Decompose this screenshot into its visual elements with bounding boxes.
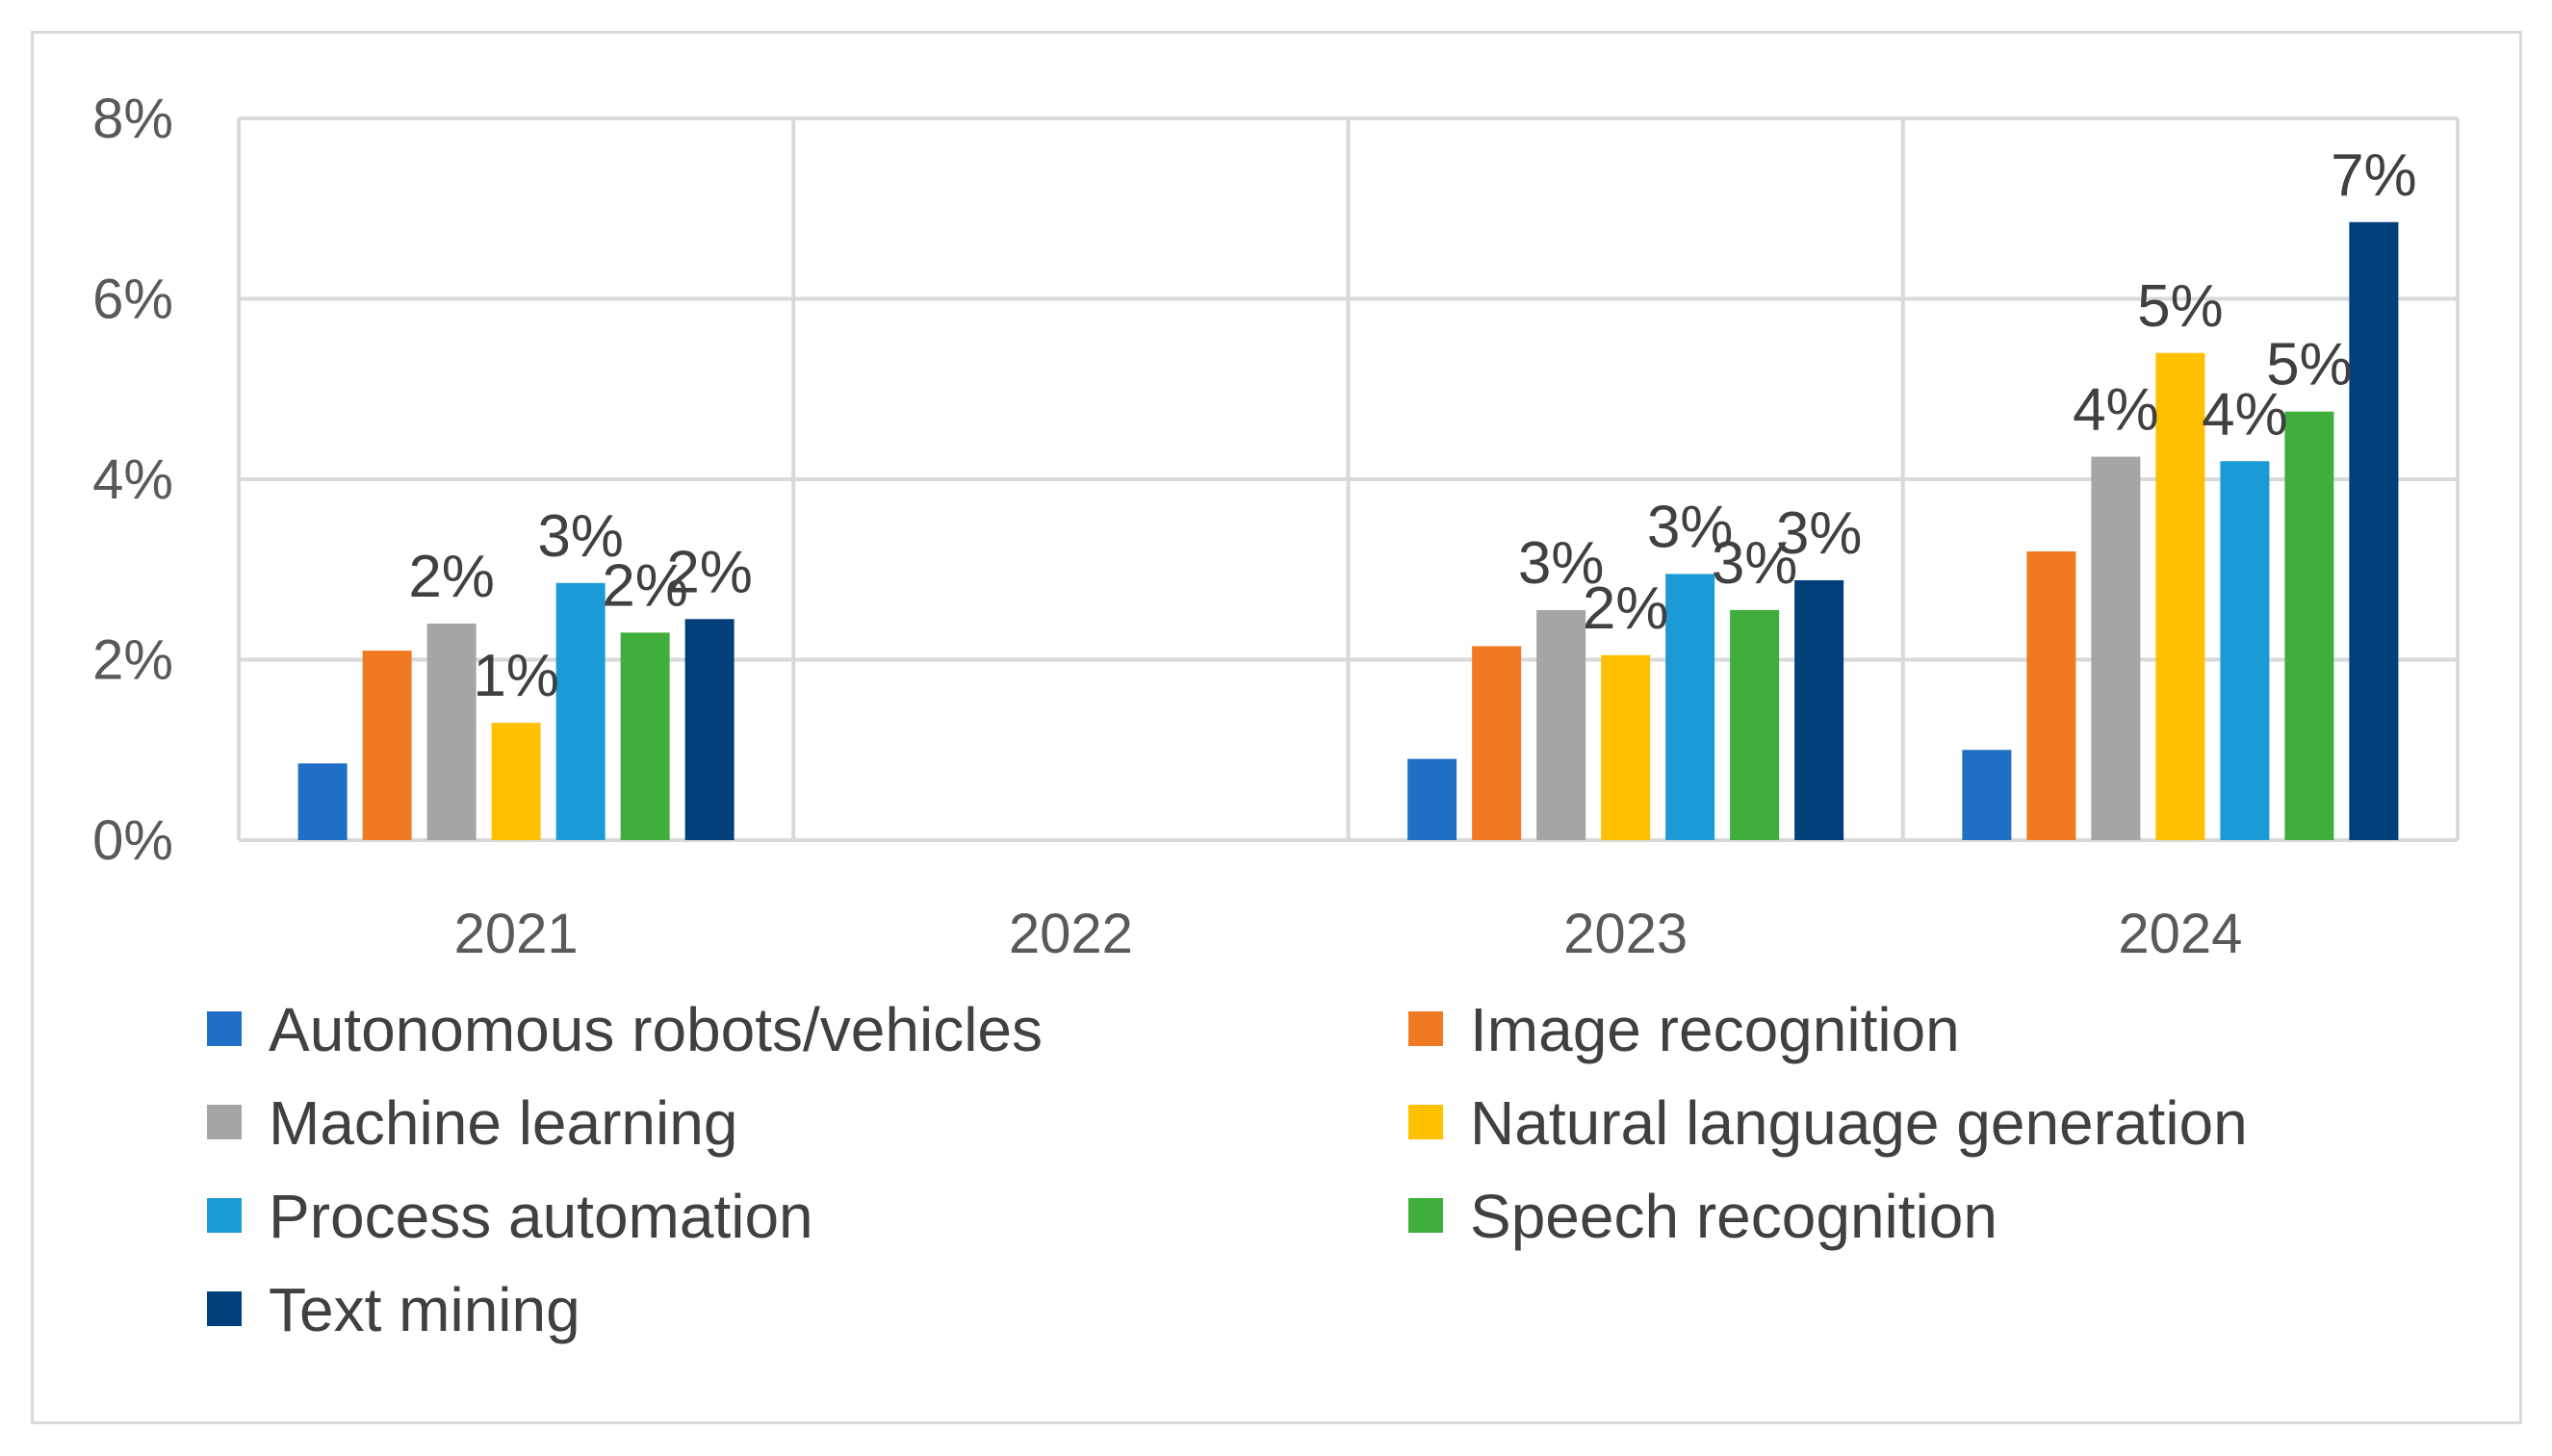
chart-svg: 0%2%4%6%8%2021 2022 2023 2024 2%1%3%2%2% 3%2… [92,88,2460,1344]
legend-item: Natural language generation [1408,1088,2248,1158]
bar [1472,646,1522,840]
x-tick-label: 2022 [1009,903,1133,965]
x-tick-label: 2021 [454,903,579,965]
data-label: 3% [1647,494,1734,560]
legend-layer: Autonomous robots/vehicles Image recognit… [207,995,2248,1344]
y-tick-label: 0% [92,809,173,872]
bar [1536,609,1586,840]
bar [620,632,670,840]
data-label: 7% [2331,142,2417,209]
bar [2155,352,2205,840]
bar [1665,574,1715,840]
bar [2091,456,2141,840]
y-tick-label: 8% [92,88,173,150]
data-label: 3% [1776,500,1863,567]
bar [2220,461,2270,840]
bar [1962,750,2012,840]
legend-item: Speech recognition [1408,1182,1998,1251]
y-tick-label: 4% [92,448,173,511]
data-label: 2% [408,544,495,610]
bar [362,651,412,840]
bar [2349,221,2399,840]
legend-label: Speech recognition [1470,1182,1998,1251]
data-label: 3% [1712,530,1798,597]
legend-swatch [1408,1198,1443,1233]
bar [555,582,606,840]
bar [2284,411,2334,840]
label-layer: 2%1%3%2%2% 3%2%3%3%3%4%5%4%5%7% [408,142,2416,709]
bar [2026,551,2076,840]
bar [1794,580,1844,840]
data-label: 3% [1518,530,1605,597]
y-tick-label: 2% [92,629,173,692]
grid-layer [237,116,2460,842]
legend-label: Text mining [269,1275,580,1344]
axis-layer: 0% 2% 4% 6% 8% 2021 2022 2023 2024 [92,88,2242,965]
legend-item: Text mining [207,1275,580,1344]
bar [1730,609,1780,840]
bar [1601,654,1651,840]
bar [1407,758,1457,840]
data-label: 2% [666,539,753,605]
legend-label: Machine learning [269,1088,737,1158]
legend-swatch [207,1198,242,1233]
data-label: 4% [2073,377,2159,444]
legend-item: Machine learning [207,1088,737,1158]
data-label: 5% [2266,332,2353,398]
data-label: 2% [1583,575,1669,642]
chart-frame: 0% 2% 4% 6% 8% 2021 2022 2023 2024 2% 1% 3% 2% 2% 3% 2… [31,31,2522,1424]
legend-swatch [207,1105,242,1139]
legend-swatch [1408,1011,1443,1046]
legend-item: Process automation [207,1182,813,1251]
bar [491,723,541,840]
bar [297,763,348,840]
bar-layer [297,221,2399,840]
data-label: 5% [2137,273,2224,340]
bar [426,624,477,840]
legend-label: Autonomous robots/vehicles [269,995,1043,1064]
legend-swatch [1408,1105,1443,1139]
legend-label: Natural language generation [1470,1088,2248,1158]
data-label: 2% [602,552,688,619]
data-label: 3% [537,503,624,570]
data-label: 1% [473,643,559,709]
x-tick-label: 2024 [2118,903,2242,965]
x-tick-label: 2023 [1563,903,1688,965]
data-label: 4% [2202,381,2288,447]
y-tick-label: 6% [92,268,173,331]
legend-label: Process automation [269,1182,813,1251]
legend-label: Image recognition [1470,995,1960,1064]
legend-swatch [207,1011,242,1046]
bar [684,619,735,840]
legend-item: Autonomous robots/vehicles [207,995,1043,1064]
legend-item: Image recognition [1408,995,1960,1064]
legend-swatch [207,1291,242,1326]
